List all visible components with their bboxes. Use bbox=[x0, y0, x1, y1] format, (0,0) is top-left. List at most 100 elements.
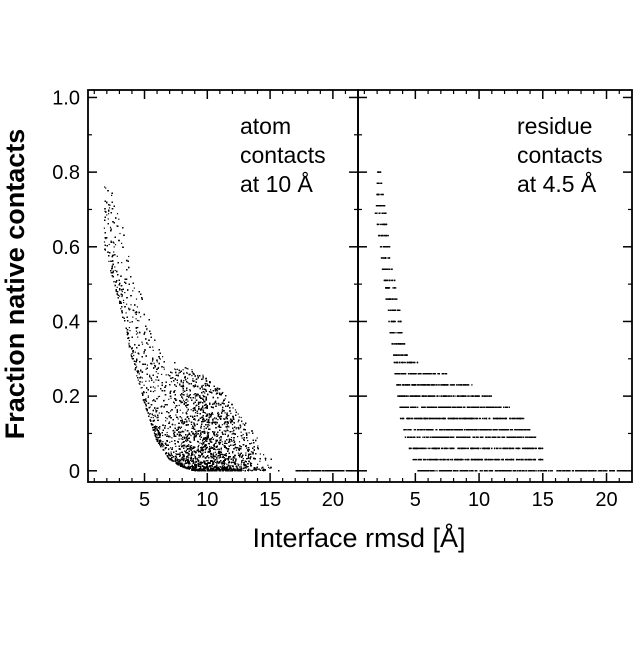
data-point bbox=[154, 364, 156, 366]
data-point bbox=[116, 255, 118, 257]
data-point bbox=[143, 384, 145, 386]
data-point bbox=[165, 374, 167, 376]
data-point bbox=[202, 388, 204, 390]
data-point bbox=[205, 399, 208, 401]
data-point bbox=[187, 368, 189, 370]
data-point bbox=[121, 296, 123, 298]
data-point bbox=[205, 399, 207, 401]
data-point bbox=[257, 445, 259, 447]
data-point bbox=[155, 409, 157, 411]
data-point bbox=[231, 433, 233, 435]
data-point bbox=[201, 468, 203, 470]
data-point bbox=[141, 387, 143, 389]
data-point bbox=[176, 368, 178, 370]
data-point bbox=[182, 399, 185, 401]
data-point bbox=[202, 384, 204, 386]
data-point bbox=[139, 383, 141, 385]
data-point bbox=[247, 466, 249, 468]
data-point bbox=[218, 457, 220, 459]
data-point bbox=[157, 436, 160, 439]
data-point bbox=[216, 390, 219, 392]
data-point bbox=[226, 442, 228, 445]
data-point bbox=[217, 419, 219, 421]
data-point bbox=[175, 429, 177, 431]
data-point bbox=[121, 242, 123, 244]
data-point bbox=[130, 354, 132, 356]
data-point bbox=[179, 409, 181, 411]
data-point bbox=[157, 396, 159, 398]
data-point bbox=[136, 319, 139, 322]
data-point bbox=[106, 214, 108, 216]
data-point bbox=[199, 442, 201, 444]
data-point bbox=[110, 240, 112, 242]
data-point bbox=[199, 435, 201, 438]
data-point bbox=[259, 453, 261, 455]
data-point bbox=[184, 463, 186, 465]
data-point bbox=[185, 367, 187, 369]
data-point bbox=[179, 448, 181, 450]
data-point bbox=[152, 417, 154, 419]
data-point bbox=[108, 207, 111, 209]
data-point bbox=[209, 445, 211, 448]
data-point bbox=[136, 306, 138, 308]
data-point bbox=[213, 418, 215, 420]
data-point bbox=[135, 330, 138, 332]
data-point bbox=[225, 430, 227, 432]
data-point bbox=[206, 431, 208, 433]
data-point bbox=[129, 330, 131, 332]
data-point bbox=[238, 416, 240, 418]
data-point bbox=[232, 407, 234, 409]
data-point bbox=[147, 343, 149, 345]
data-point bbox=[223, 430, 225, 432]
data-point bbox=[194, 395, 196, 397]
data-point bbox=[136, 366, 138, 368]
data-point bbox=[204, 462, 207, 464]
data-point bbox=[167, 427, 169, 430]
data-point bbox=[135, 364, 137, 366]
data-point bbox=[130, 355, 132, 357]
data-point bbox=[163, 368, 165, 370]
data-point bbox=[244, 463, 246, 466]
data-point bbox=[198, 444, 200, 446]
data-point bbox=[209, 447, 211, 449]
data-point bbox=[145, 400, 148, 402]
data-point bbox=[140, 370, 142, 372]
data-point bbox=[132, 316, 134, 318]
data-point bbox=[235, 428, 237, 430]
data-point bbox=[171, 372, 173, 374]
data-point bbox=[174, 424, 176, 426]
data-point bbox=[221, 409, 224, 411]
data-point bbox=[166, 434, 168, 436]
data-point bbox=[114, 269, 116, 272]
data-point bbox=[191, 369, 193, 371]
data-point bbox=[166, 418, 168, 420]
data-point bbox=[170, 397, 172, 399]
data-point bbox=[143, 363, 145, 365]
data-point bbox=[203, 426, 205, 428]
data-point bbox=[215, 393, 217, 395]
data-point bbox=[188, 457, 190, 459]
data-point bbox=[210, 389, 212, 391]
data-point bbox=[203, 400, 205, 402]
data-point bbox=[141, 377, 143, 379]
data-point bbox=[162, 446, 164, 448]
data-point bbox=[261, 467, 263, 469]
data-point bbox=[135, 333, 138, 335]
data-point bbox=[197, 374, 199, 377]
data-point bbox=[222, 391, 224, 394]
data-point bbox=[216, 463, 218, 465]
data-point bbox=[175, 414, 177, 416]
data-point bbox=[110, 229, 112, 231]
data-point bbox=[154, 427, 156, 429]
data-point bbox=[203, 428, 205, 430]
data-point bbox=[194, 435, 196, 437]
data-point bbox=[187, 454, 189, 456]
data-point bbox=[184, 450, 186, 452]
data-point bbox=[247, 440, 249, 442]
data-point bbox=[154, 365, 156, 367]
data-point bbox=[227, 436, 229, 438]
data-point bbox=[116, 286, 118, 288]
data-point bbox=[162, 441, 164, 443]
data-point bbox=[183, 401, 185, 403]
data-point bbox=[228, 465, 230, 467]
